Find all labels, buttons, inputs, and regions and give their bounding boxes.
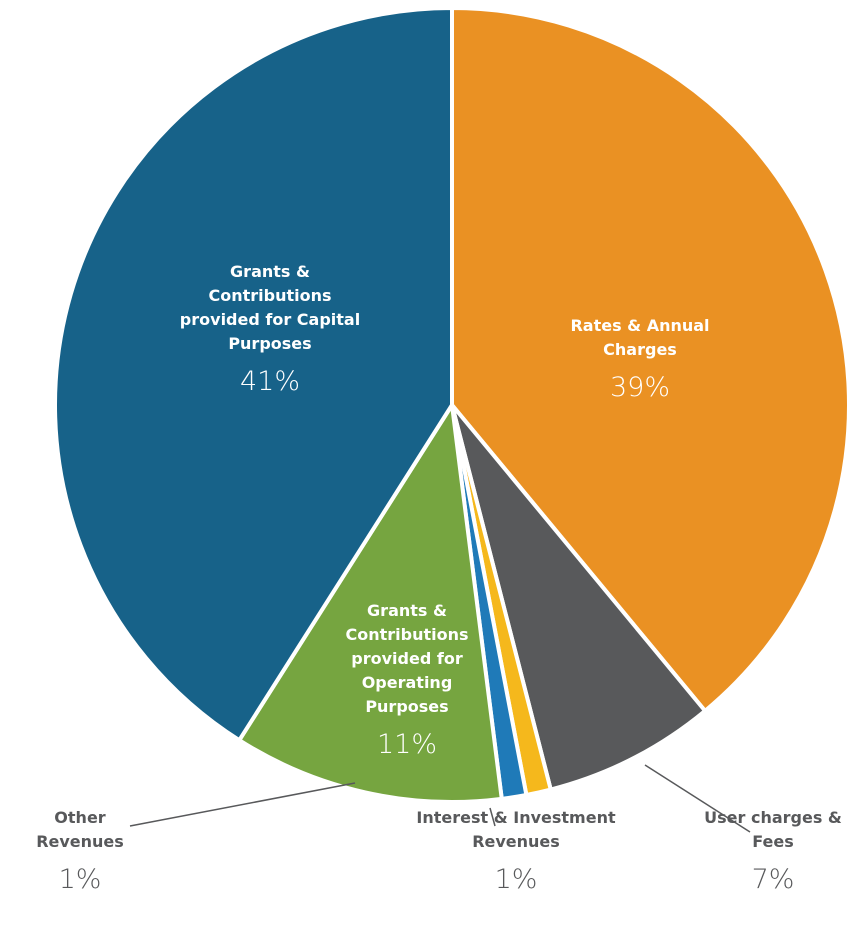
value-label: 11% bbox=[376, 729, 437, 760]
value-label: 1% bbox=[58, 864, 102, 895]
value-label: 7% bbox=[751, 864, 795, 895]
category-name: Grants & Contributions provided for Oper… bbox=[345, 601, 469, 716]
category-name: Rates & Annual Charges bbox=[570, 316, 710, 359]
slice-label: Interest & Investment Revenues 1% bbox=[371, 806, 661, 895]
category-name: Other Revenues bbox=[36, 808, 124, 851]
pie-slice bbox=[450, 6, 851, 713]
pie-slice bbox=[53, 6, 454, 743]
value-label: 39% bbox=[609, 372, 670, 403]
slice-label: Grants & Contributions provided for Oper… bbox=[340, 599, 475, 760]
leader-line bbox=[644, 764, 751, 833]
category-name: Interest & Investment Revenues bbox=[416, 808, 616, 851]
slice-label: Grants & Contributions provided for Capi… bbox=[175, 260, 365, 397]
slice-label: Other Revenues 1% bbox=[15, 806, 145, 895]
value-label: 1% bbox=[494, 864, 538, 895]
category-name: Grants & Contributions provided for Capi… bbox=[179, 262, 361, 353]
slice-label: User charges & Fees 7% bbox=[683, 806, 856, 895]
slice-label: Rates & Annual Charges 39% bbox=[540, 314, 740, 403]
value-label: 41% bbox=[239, 366, 300, 397]
leader-line bbox=[489, 807, 496, 827]
pie-slice bbox=[450, 403, 708, 792]
leader-line bbox=[129, 782, 356, 827]
category-name: User charges & Fees bbox=[704, 808, 842, 851]
pie-slice bbox=[237, 403, 504, 804]
